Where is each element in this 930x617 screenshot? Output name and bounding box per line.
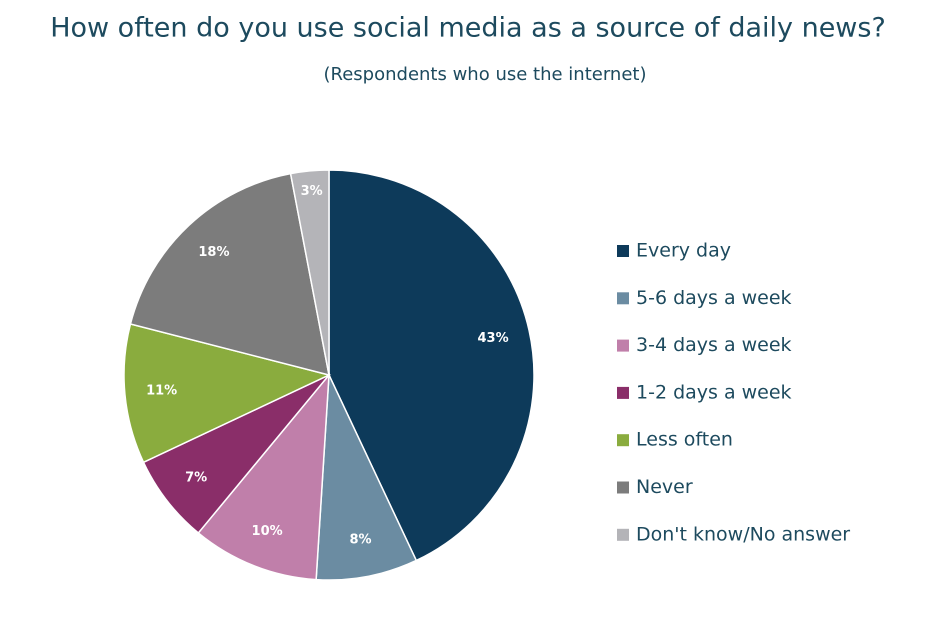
legend-swatch (617, 245, 629, 257)
legend-label: 1-2 days a week (636, 381, 792, 403)
legend-swatch (617, 292, 629, 305)
data-label: 10% (252, 524, 283, 539)
data-label: 7% (185, 471, 207, 486)
pie-slice (328, 169, 535, 562)
chart-title: How often do you use social media as a s… (50, 13, 886, 44)
legend-label: Don't know/No answer (636, 523, 850, 545)
legend-label: Never (636, 476, 693, 498)
legend-swatch (617, 481, 629, 494)
data-label: 11% (146, 383, 177, 398)
pie-slice (123, 323, 332, 464)
pie-slice (315, 374, 418, 581)
data-label: 18% (198, 245, 229, 260)
pie-slice (197, 372, 330, 581)
legend-swatch (617, 386, 629, 399)
legend-label: 3-4 days a week (636, 334, 792, 356)
pie-slice (289, 169, 330, 376)
data-label: 3% (301, 184, 323, 199)
legend-swatch (617, 528, 629, 541)
legend-label: 5-6 days a week (636, 287, 792, 309)
legend-label: Less often (636, 429, 733, 451)
data-label: 43% (477, 331, 508, 346)
chart-subtitle: (Respondents who use the internet) (324, 64, 647, 85)
data-label: 8% (349, 533, 371, 548)
pie-slice (129, 172, 330, 377)
legend-swatch (617, 434, 629, 447)
legend-label: Every day (636, 240, 731, 262)
legend-swatch (617, 339, 629, 352)
